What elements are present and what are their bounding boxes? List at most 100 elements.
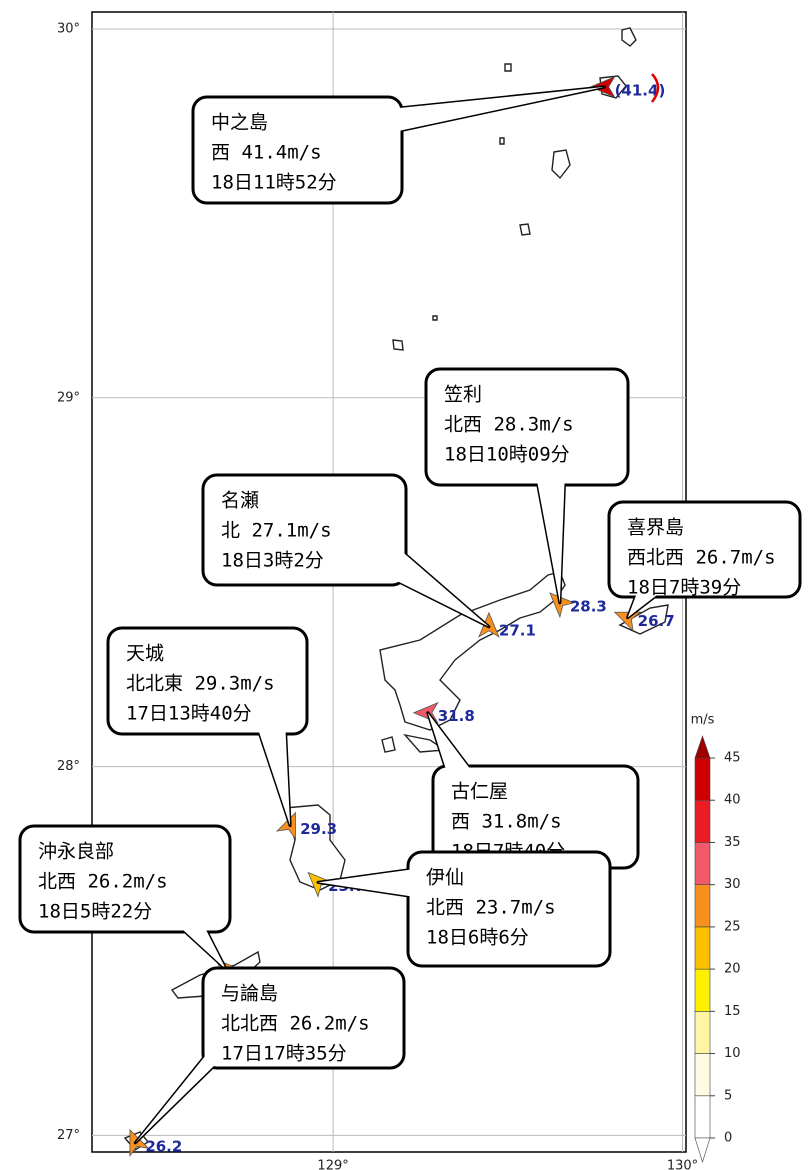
callout-name: 沖永良部 [38, 841, 114, 863]
callout-time: 18日6時6分 [426, 927, 529, 949]
wind-arrow [549, 592, 576, 619]
callout-seam [375, 548, 489, 627]
callout-name: 中之島 [211, 112, 268, 134]
island [519, 223, 531, 236]
callout-seam [170, 918, 227, 970]
callout-wind: 北北東 29.3m/s [126, 673, 275, 695]
callout-wind: 北西 23.7m/s [426, 897, 556, 919]
lat-tick-label: 29° [57, 390, 80, 405]
wind-arrow [478, 611, 500, 638]
colorbar-over [694, 735, 711, 759]
callout: 名瀬北 27.1m/s 18日3時2分 [201, 473, 491, 629]
colorbar: m/s 0 5 10 15 20 25 30 35 40 45 [691, 713, 741, 1164]
colorbar-tick-label: 15 [724, 1004, 741, 1019]
colorbar-tick-label: 45 [724, 751, 741, 766]
island [504, 63, 512, 72]
colorbar-tick-label: 0 [724, 1131, 732, 1146]
callout-seam [318, 868, 422, 898]
island [381, 736, 396, 753]
callout-seam [380, 86, 605, 135]
colorbar-tick-label: 35 [724, 835, 741, 850]
callout-name: 名瀬 [221, 490, 259, 512]
colorbar-segment [694, 968, 711, 1012]
callout-wind: 北 27.1m/s [221, 520, 332, 542]
colorbar-tick-label: 25 [724, 919, 741, 934]
quasi-value-mark [651, 73, 660, 103]
callout-wind: 西 31.8m/s [451, 811, 562, 833]
lon-tick-label: 130° [667, 1159, 698, 1170]
callout-wind: 西北西 26.7m/s [627, 547, 776, 569]
lat-tick-label: 27° [57, 1128, 80, 1143]
callout-seam [135, 1040, 218, 1143]
island [621, 27, 637, 47]
colorbar-segment [694, 757, 711, 801]
callout-box [607, 500, 802, 599]
grid-group: 27° 28° 29° 30° 129° 130° [57, 12, 698, 1170]
callout-seam [627, 585, 670, 618]
callout-time: 18日5時22分 [38, 901, 152, 923]
colorbar-under [694, 1137, 711, 1164]
colorbar-tick-label: 5 [724, 1088, 732, 1103]
callout-box [201, 966, 406, 1070]
value-label: 26.2 [145, 1137, 182, 1155]
colorbar-segment [694, 1011, 711, 1054]
callout-time: 18日11時52分 [211, 172, 337, 194]
value-label: 26.7 [638, 612, 675, 630]
callout-time: 17日17時35分 [221, 1043, 347, 1065]
callout-wind: 北西 26.2m/s [38, 871, 168, 893]
callout-box [18, 824, 232, 934]
colorbar-tick-label: 40 [724, 793, 741, 808]
island [392, 339, 404, 351]
wind-arrow [307, 871, 334, 898]
callout-box [406, 850, 612, 968]
callout-name: 喜界島 [627, 517, 684, 539]
callout-time: 18日3時2分 [221, 550, 324, 572]
callout-seam [535, 470, 565, 603]
island [379, 571, 566, 731]
lon-tick-label: 129° [317, 1159, 348, 1170]
lat-tick-label: 28° [57, 759, 80, 774]
value-label: 28.3 [570, 597, 607, 615]
island [551, 149, 571, 180]
callout-time: 18日10時09分 [444, 444, 570, 466]
island [432, 315, 438, 321]
island [499, 137, 505, 145]
value-label: (41.4) [615, 81, 666, 99]
value-label: 31.8 [438, 707, 475, 725]
value-label: 29.3 [300, 820, 337, 838]
callout-wind: 北北西 26.2m/s [221, 1013, 370, 1035]
lat-tick-label: 30° [57, 21, 80, 36]
callout-name: 古仁屋 [451, 781, 508, 803]
colorbar-unit: m/s [691, 713, 715, 728]
callout-box [191, 95, 404, 205]
colorbar-tick-label: 10 [724, 1046, 741, 1061]
callout-wind: 北西 28.3m/s [444, 414, 574, 436]
value-label: 27.1 [499, 621, 536, 639]
callout-name: 伊仙 [426, 867, 464, 889]
callout-name: 笠利 [444, 384, 482, 406]
callout-name: 与論島 [221, 983, 278, 1005]
colorbar-segment [694, 1095, 711, 1139]
colorbar-segment [694, 842, 711, 885]
colorbar-tick-label: 30 [724, 877, 741, 892]
colorbar-tick-label: 20 [724, 962, 741, 977]
callout-box [424, 367, 630, 487]
colorbar-segment [694, 1053, 711, 1097]
colorbar-segment [694, 926, 711, 970]
colorbar-segment [694, 799, 711, 843]
callout-seam [255, 720, 291, 826]
callout-box [201, 473, 408, 587]
callout-box [106, 626, 309, 736]
callout-name: 天城 [126, 643, 164, 665]
callout-seam [427, 712, 480, 782]
callout-time: 17日13時40分 [126, 703, 252, 725]
